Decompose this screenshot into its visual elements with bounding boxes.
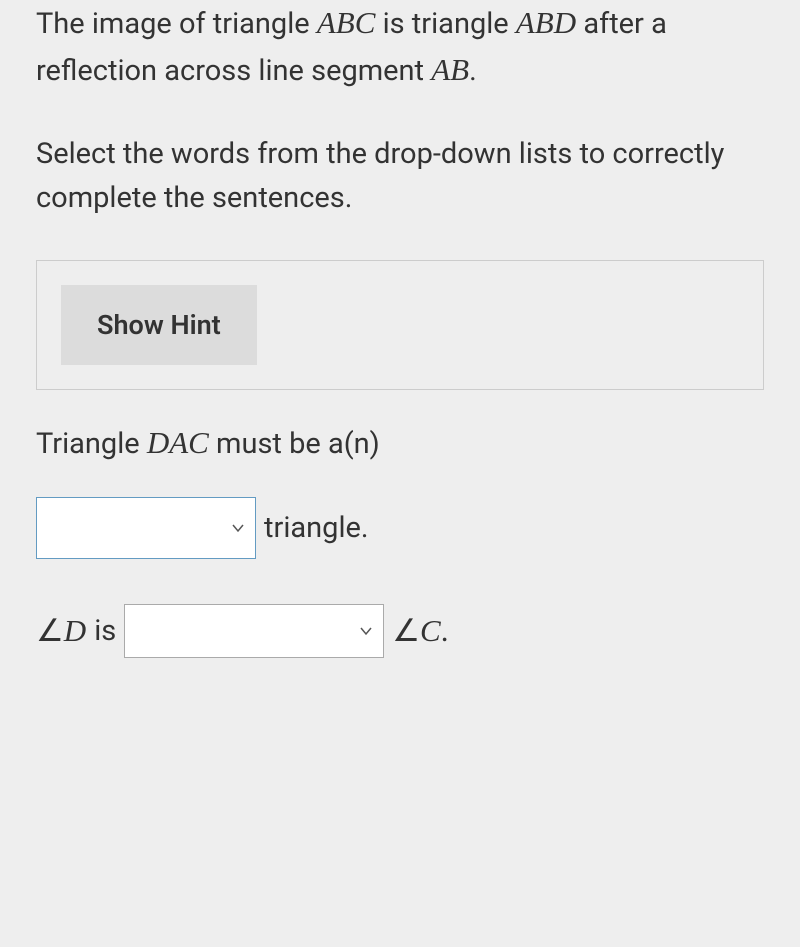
period: . <box>441 613 449 648</box>
angle-c-label: ∠C. <box>392 613 448 649</box>
angle-symbol: ∠ <box>392 613 420 648</box>
angle-letter-d: D <box>64 613 86 648</box>
text-segment: Triangle <box>36 427 147 461</box>
dropdown-row-1: triangle. <box>36 497 764 559</box>
chevron-down-icon <box>359 624 373 638</box>
triangle-type-dropdown[interactable] <box>36 497 256 559</box>
chevron-down-icon <box>231 521 245 535</box>
problem-statement-1: The image of triangle ABC is triangle AB… <box>36 0 764 93</box>
text-segment: . <box>469 54 477 88</box>
text-segment: must be a(n) <box>209 427 380 461</box>
angle-symbol: ∠ <box>36 613 64 648</box>
math-abc: ABC <box>317 5 376 40</box>
angle-relation-dropdown[interactable] <box>124 604 384 658</box>
angle-d-label: ∠D <box>36 613 86 649</box>
angle-letter-c: C <box>420 613 441 648</box>
math-abd: ABD <box>516 5 576 40</box>
instruction-text: Select the words from the drop-down list… <box>36 133 764 220</box>
math-ab: AB <box>431 52 469 87</box>
dropdown-row-2: ∠D is ∠C. <box>36 604 764 658</box>
text-after-dropdown-1: triangle. <box>264 511 369 545</box>
hint-button-label: Show Hint <box>97 309 221 341</box>
math-dac: DAC <box>147 425 209 460</box>
show-hint-button[interactable]: Show Hint <box>61 285 257 365</box>
answer-sentence-1: Triangle DAC must be a(n) <box>36 420 764 467</box>
text-is: is <box>94 614 116 648</box>
hint-panel: Show Hint <box>36 260 764 390</box>
text-segment: is triangle <box>375 7 515 41</box>
text-segment: The image of triangle <box>36 7 317 41</box>
